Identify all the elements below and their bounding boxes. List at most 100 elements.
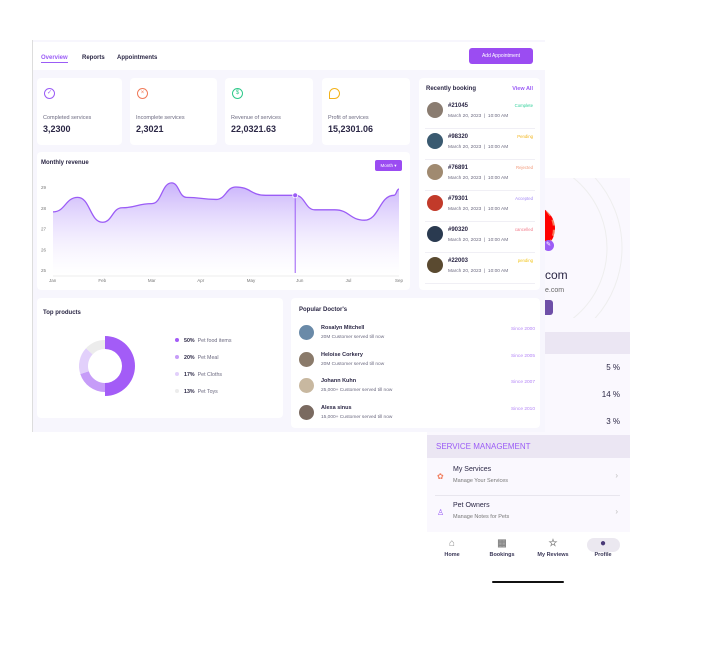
pie-slice-pet-cloths [79, 348, 93, 375]
booking-id: #79301 [448, 196, 469, 202]
profile-email: e.com [545, 287, 565, 294]
doctor-description: 20M Customer served till now [321, 361, 385, 367]
stat-card-incomplete: × Incomplete services 2,3021 [130, 78, 217, 145]
pet-avatar [427, 102, 443, 118]
monthly-revenue-card: Monthly revenue Month ▾ 25 26 27 28 29 Jan Feb… [37, 152, 410, 290]
doctor-row[interactable]: Heloise Corkery 20M Customer served till… [299, 351, 535, 376]
stat-label: Incomplete services [136, 115, 185, 121]
stat-label: Revenue of services [231, 115, 281, 121]
nav-profile[interactable]: ● Profile [578, 538, 628, 558]
y-tick-label: 27 [41, 227, 47, 232]
y-tick-label: 28 [41, 206, 47, 211]
booking-time: 10:00 AM [487, 238, 509, 243]
profile-name: com [545, 268, 568, 282]
legend-label: Pet Cloths [197, 372, 223, 378]
booking-row[interactable]: #76891 March 20, 2023 | 10:00 AM Rejecte… [425, 160, 535, 191]
revenue-chart: 25 26 27 28 29 Jan Feb Mar Apr May Jun Jul Sep [41, 182, 404, 283]
booking-row[interactable]: #22003 March 20, 2023 | 10:00 AM pending [425, 253, 535, 284]
legend-dot [175, 372, 179, 376]
doctor-row[interactable]: Alexa sinus 15,000+ Customer served till… [299, 404, 535, 429]
legend-dot [175, 355, 179, 359]
stat-card-completed: ✓ Completed services 3,2300 [37, 78, 122, 145]
period-value: Month [380, 163, 393, 168]
doctor-name: Rosalyn Mitchell [321, 325, 365, 331]
stat-percent: 3 % [606, 417, 620, 426]
stat-value: 3,2300 [43, 124, 71, 134]
nav-my-reviews[interactable]: ☆ My Reviews [528, 538, 578, 558]
user-outline-icon: ♙ [437, 508, 445, 517]
booking-datetime: March 20, 2023 | 10:00 AM [448, 176, 509, 181]
legend-label: Pet Meal [197, 355, 219, 361]
add-appointment-button[interactable]: Add Appointment [469, 48, 533, 64]
status-badge: Complete [514, 103, 533, 108]
y-tick-label: 26 [41, 247, 47, 252]
tab-overview[interactable]: Overview [41, 55, 68, 63]
legend-percent: 13% [184, 389, 195, 395]
chevron-right-icon: › [615, 471, 618, 480]
booking-date: March 20, 2023 [448, 207, 482, 212]
status-badge: Rejected [516, 165, 533, 170]
x-tick-label: Jun [296, 278, 304, 283]
booking-date: March 20, 2023 [448, 145, 482, 150]
x-tick-label: Mar [148, 278, 156, 283]
revenue-area [53, 182, 399, 275]
pet-avatar [427, 133, 443, 149]
nav-bookings[interactable]: ▦ Bookings [477, 538, 527, 558]
menu-item-pet-owners[interactable]: ♙ Pet Owners Manage Notes for Pets › [435, 498, 620, 532]
user-icon: ● [586, 538, 620, 552]
calendar-icon: ▦ [497, 538, 507, 549]
menu-item-my-services[interactable]: ✿ My Services Manage Your Services › [435, 462, 620, 496]
section-header: SERVICE MANAGEMENT [427, 435, 630, 458]
x-tick-label: Sep [395, 278, 404, 283]
booking-row[interactable]: #21045 March 20, 2023 | 10:00 AM Complet… [425, 98, 535, 129]
booking-datetime: March 20, 2023 | 10:00 AM [448, 238, 509, 243]
booking-id: #21045 [448, 103, 469, 109]
booking-date: March 20, 2023 [448, 176, 482, 181]
revenue-line [52, 182, 400, 223]
booking-row[interactable]: #79301 March 20, 2023 | 10:00 AM Accepte… [425, 191, 535, 222]
stat-percent: 5 % [606, 363, 620, 372]
tab-appointments[interactable]: Appointments [117, 55, 158, 61]
booking-row[interactable]: #98320 March 20, 2023 | 10:00 AM Pending [425, 129, 535, 160]
booking-datetime: March 20, 2023 | 10:00 AM [448, 269, 509, 274]
nav-home[interactable]: ⌂ Home [427, 538, 477, 558]
booking-time: 10:00 AM [487, 145, 509, 150]
nav-label: My Reviews [537, 552, 569, 558]
tab-reports[interactable]: Reports [82, 55, 105, 61]
nav-label: Home [444, 552, 460, 558]
legend-dot [175, 389, 179, 393]
period-dropdown[interactable]: Month ▾ [375, 160, 402, 171]
nav-label: Bookings [489, 552, 515, 558]
item-title: Pet Owners [453, 502, 490, 509]
status-badge: Pending [517, 134, 533, 139]
doctor-avatar [299, 325, 314, 340]
pie-icon [329, 88, 340, 99]
stat-label: Completed services [43, 115, 92, 121]
doctor-row[interactable]: Rosalyn Mitchell 20M Customer served til… [299, 325, 535, 349]
item-title: My Services [453, 466, 492, 473]
booking-date: March 20, 2023 [448, 114, 482, 119]
top-products-card: Top products 50% Pet food items 20% Pet Mea… [37, 298, 283, 418]
booking-datetime: March 20, 2023 | 10:00 AM [448, 207, 509, 212]
card-title: Popular Doctor's [299, 307, 348, 313]
doctor-name: Alexa sinus [321, 404, 352, 411]
stat-value: 22,0321.63 [231, 124, 277, 134]
booking-date: March 20, 2023 [448, 238, 482, 243]
home-icon: ⌂ [448, 538, 456, 549]
booking-id: #76891 [448, 165, 469, 171]
doctor-row[interactable]: Johann Kuhn 25,000+ Customer served till… [299, 378, 535, 402]
doctor-since: Since 2000 [510, 327, 535, 332]
view-all-link[interactable]: View All [512, 86, 533, 92]
status-badge: pending [517, 258, 533, 263]
doctor-name: Heloise Corkery [321, 351, 363, 358]
booking-time: 10:00 AM [487, 176, 509, 181]
check-circle-icon: ✓ [44, 88, 55, 99]
nav-label: Profile [594, 552, 612, 558]
booking-row[interactable]: #90320 March 20, 2023 | 10:00 AM cancell… [425, 222, 535, 253]
card-title: Monthly revenue [41, 160, 89, 166]
edit-avatar-icon[interactable]: ✎ [543, 240, 554, 251]
pet-avatar [427, 195, 443, 211]
doctor-avatar [299, 404, 314, 420]
star-icon: ☆ [548, 538, 558, 549]
y-tick-label: 25 [41, 268, 47, 273]
